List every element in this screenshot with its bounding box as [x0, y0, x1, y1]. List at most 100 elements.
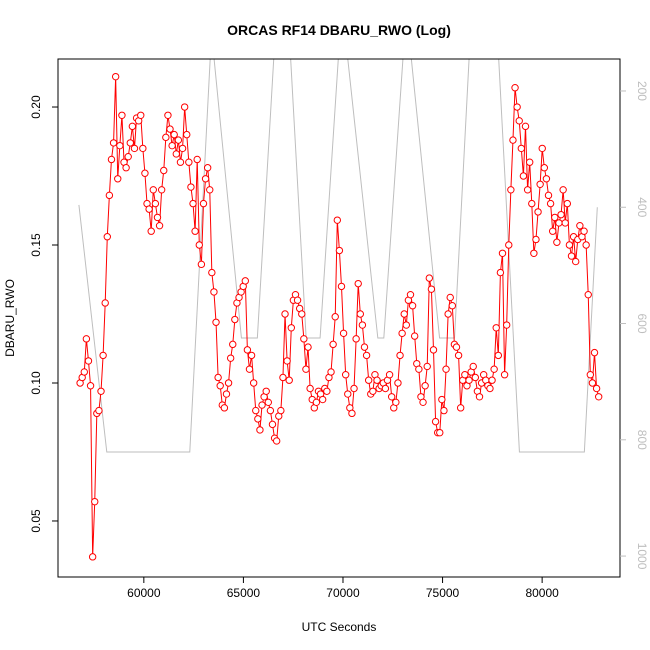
- data-point: [486, 384, 494, 393]
- data-point: [287, 324, 296, 332]
- data-point: [358, 321, 367, 329]
- data-point: [580, 227, 588, 235]
- data-point: [398, 329, 406, 338]
- data-point: [283, 357, 291, 365]
- data-point: [116, 141, 124, 150]
- data-point: [111, 72, 120, 81]
- data-point: [107, 155, 116, 164]
- data-point: [331, 313, 339, 321]
- data-point: [561, 219, 569, 227]
- data-point: [164, 111, 172, 119]
- data-point: [191, 227, 199, 235]
- data-point: [551, 213, 559, 222]
- data-point: [306, 384, 314, 393]
- data-point: [492, 324, 500, 332]
- data-point: [356, 310, 365, 318]
- data-point: [214, 373, 222, 382]
- data-point: [245, 365, 254, 373]
- data-point: [212, 318, 220, 326]
- data-point: [423, 362, 431, 371]
- data-point: [174, 136, 183, 144]
- data-point: [122, 164, 130, 172]
- data-point: [528, 199, 536, 208]
- data-point: [206, 186, 214, 194]
- data-point: [99, 351, 107, 360]
- data-point: [429, 346, 438, 354]
- series-line: [78, 59, 598, 453]
- data-point: [350, 384, 358, 393]
- data-point: [222, 390, 231, 398]
- data-point: [341, 371, 350, 379]
- data-point: [176, 158, 185, 166]
- data-point: [517, 144, 526, 153]
- data-point: [224, 379, 233, 387]
- data-point: [392, 398, 400, 407]
- data-point: [565, 241, 574, 249]
- y-axis-label: DBARU_RWO: [3, 279, 17, 357]
- data-point: [268, 420, 277, 429]
- data-point: [553, 238, 561, 246]
- data-point: [201, 175, 210, 183]
- data-point: [465, 376, 473, 384]
- data-point: [360, 343, 369, 351]
- data-point: [559, 186, 567, 194]
- data-point: [285, 376, 293, 384]
- data-point: [394, 379, 402, 387]
- data-point: [364, 376, 373, 384]
- data-point: [126, 139, 134, 147]
- data-point: [178, 144, 187, 153]
- data-point: [456, 404, 465, 412]
- data-point: [519, 172, 528, 180]
- data-point: [557, 210, 565, 219]
- data-point: [509, 136, 517, 144]
- data-point: [172, 150, 180, 158]
- data-point: [452, 343, 461, 351]
- data-point: [141, 169, 149, 177]
- data-point: [498, 249, 507, 257]
- data-point: [155, 221, 164, 230]
- data-point: [80, 368, 88, 376]
- data-point: [193, 155, 201, 164]
- data-point: [264, 398, 273, 407]
- data-point: [431, 417, 440, 426]
- data-point: [151, 199, 160, 208]
- data-point: [505, 241, 513, 249]
- data-point: [521, 122, 530, 131]
- data-point: [298, 310, 306, 318]
- data-point: [139, 144, 147, 153]
- data-point: [335, 246, 344, 255]
- data-point: [540, 164, 549, 172]
- data-point: [153, 213, 162, 222]
- data-point: [197, 260, 206, 269]
- data-point: [442, 365, 450, 373]
- data-point: [425, 274, 434, 282]
- data-point: [584, 290, 592, 299]
- data-point: [402, 321, 411, 329]
- data-point: [130, 144, 139, 153]
- data-point: [348, 409, 356, 418]
- data-point: [180, 103, 189, 111]
- data-point: [440, 406, 448, 415]
- data-point: [490, 365, 498, 373]
- data-point: [187, 183, 195, 191]
- data-point: [226, 354, 235, 362]
- data-point: [91, 497, 99, 506]
- data-point: [576, 221, 584, 230]
- data-point: [427, 285, 436, 293]
- data-point: [220, 404, 229, 412]
- data-point: [300, 335, 308, 343]
- data-point: [333, 216, 342, 224]
- data-point: [410, 332, 419, 340]
- data-point: [369, 387, 377, 395]
- chart-title: ORCAS RF14 DBARU_RWO (Log): [227, 22, 451, 38]
- data-point: [567, 252, 576, 260]
- x-tick-label: 75000: [426, 586, 460, 600]
- data-point: [563, 199, 572, 208]
- data-point: [594, 393, 603, 401]
- data-point: [103, 233, 111, 241]
- data-point: [385, 371, 394, 379]
- data-point: [216, 382, 224, 390]
- data-point: [149, 186, 157, 194]
- data-point: [511, 84, 519, 92]
